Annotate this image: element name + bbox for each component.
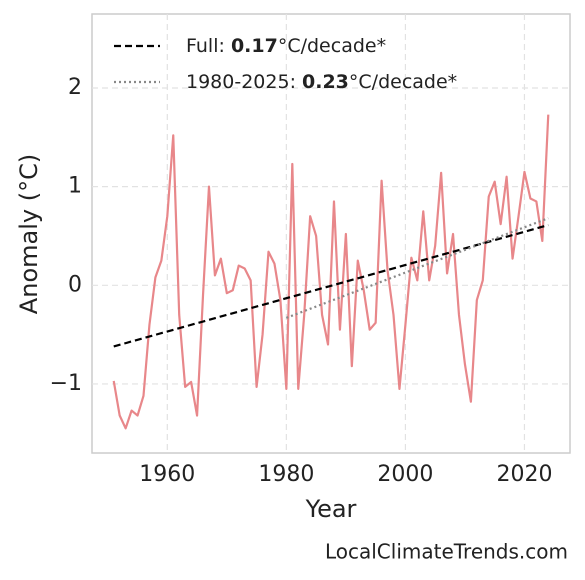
legend-label: 1980-2025: 0.23°C/decade* <box>186 71 457 93</box>
y-tick-label: 1 <box>68 174 82 199</box>
x-tick-label: 1960 <box>139 462 195 487</box>
y-tick-label: 0 <box>68 272 82 297</box>
legend-text: °C/decade* <box>349 71 457 93</box>
trend-line <box>113 224 549 348</box>
legend-text: 1980-2025: <box>186 71 302 93</box>
x-tick-label: 2020 <box>496 462 552 487</box>
legend-text: °C/decade* <box>278 35 386 57</box>
x-tick-label: 2000 <box>377 462 433 487</box>
trend-line <box>285 217 549 319</box>
legend-label: Full: 0.17°C/decade* <box>186 35 386 57</box>
legend-text: Full: <box>186 35 231 57</box>
y-axis-label: Anomaly (°C) <box>15 154 43 314</box>
data-line <box>112 114 550 430</box>
x-axis-label: Year <box>305 495 357 523</box>
legend-text: 0.17 <box>231 35 278 57</box>
legend-text: 0.23 <box>302 71 349 93</box>
watermark: LocalClimateTrends.com <box>325 540 568 564</box>
y-tick-label: 2 <box>68 75 82 100</box>
x-tick-label: 1980 <box>258 462 314 487</box>
plot-frame <box>91 13 571 454</box>
y-tick-label: −1 <box>50 371 82 396</box>
